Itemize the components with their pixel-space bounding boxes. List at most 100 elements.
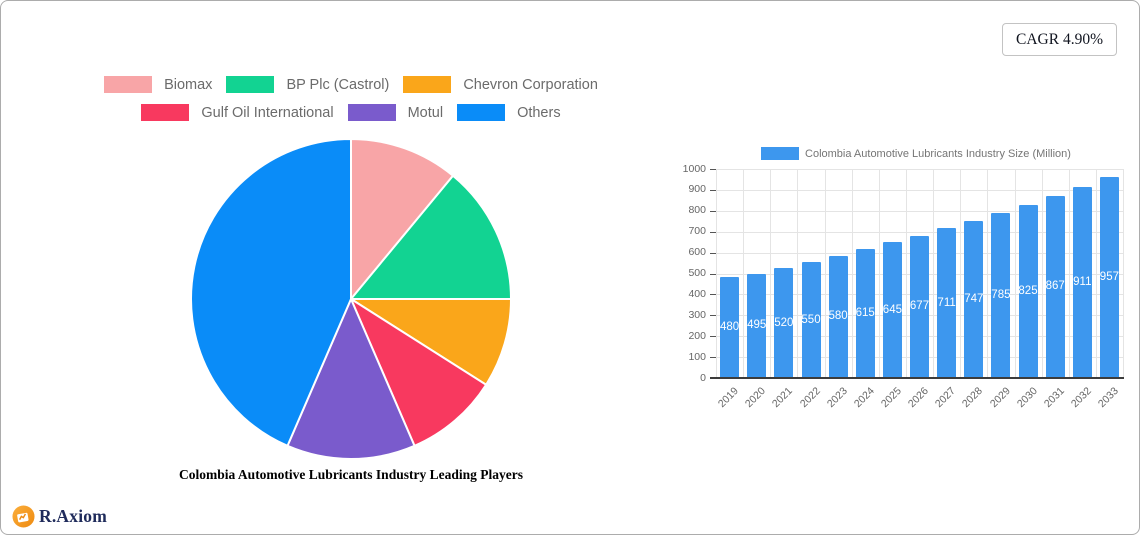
x-axis-label: 2030 <box>1014 385 1040 411</box>
bar-value-label: 711 <box>937 296 956 309</box>
legend-item-chevron-corporation[interactable]: Chevron Corporation <box>403 76 598 93</box>
gridline-horizontal <box>716 210 1123 212</box>
y-axis-label: 300 <box>688 308 706 321</box>
x-axis-label: 2025 <box>878 385 904 411</box>
y-axis-label: 200 <box>688 329 706 342</box>
pie-chart-title: Colombia Automotive Lubricants Industry … <box>179 467 523 482</box>
x-axis-label: 2033 <box>1095 385 1121 411</box>
bar-2026[interactable]: 677 <box>909 235 930 377</box>
bar-2028[interactable]: 747 <box>964 220 984 377</box>
legend-item-others[interactable]: Others <box>457 104 561 121</box>
bar-legend[interactable]: Colombia Automotive Lubricants Industry … <box>701 147 1131 160</box>
y-axis-tick <box>710 169 716 170</box>
bar-2030[interactable]: 825 <box>1018 204 1038 377</box>
y-axis-tick <box>710 315 716 317</box>
bar-2027[interactable]: 711 <box>937 228 957 377</box>
x-axis-label: 2022 <box>797 385 823 411</box>
legend-swatch <box>457 104 506 121</box>
bar-2020[interactable]: 495 <box>747 273 767 377</box>
x-axis-label: 2020 <box>743 385 769 411</box>
y-axis-label: 400 <box>688 287 706 300</box>
bar-value-label: 747 <box>964 292 984 305</box>
legend-item-motul[interactable]: Motul <box>347 104 443 121</box>
gridline-vertical <box>1123 169 1124 378</box>
y-axis-tick <box>710 273 716 275</box>
bar-value-label: 911 <box>1073 275 1092 288</box>
x-axis-label: 2019 <box>716 385 742 411</box>
bar-legend-swatch <box>761 147 800 160</box>
x-axis-line <box>710 377 1124 379</box>
bar-value-label: 785 <box>991 288 1011 301</box>
x-axis-label: 2029 <box>987 385 1013 411</box>
y-axis-tick <box>710 336 716 338</box>
legend-item-biomax[interactable]: Biomax <box>104 76 212 93</box>
bar-value-label: 677 <box>909 300 930 313</box>
bar-value-label: 645 <box>882 303 902 316</box>
pie-legend: Biomax BP Plc (Castrol) Chevron Corporatio… <box>61 76 641 121</box>
bar-2025[interactable]: 645 <box>883 242 902 377</box>
legend-label: Chevron Corporation <box>463 76 598 93</box>
legend-swatch <box>104 76 153 93</box>
y-axis-label: 900 <box>688 183 706 196</box>
bar-value-label: 495 <box>747 319 767 332</box>
x-axis-label: 2027 <box>933 385 959 411</box>
legend-row: Gulf Oil International Motul Others <box>61 104 641 121</box>
x-axis-label: 2026 <box>905 385 931 411</box>
y-axis-tick <box>710 378 716 379</box>
y-axis-label: 100 <box>688 350 706 363</box>
cagr-badge[interactable]: CAGR 4.90% <box>1002 23 1117 56</box>
bar-value-label: 520 <box>774 316 794 329</box>
gridline-horizontal <box>716 189 1123 191</box>
bar-2031[interactable]: 867 <box>1046 195 1065 377</box>
y-axis-label: 1000 <box>682 162 706 175</box>
y-axis-tick <box>710 189 716 191</box>
y-axis-label: 0 <box>700 371 706 384</box>
pie-slice-gulf-oil-international[interactable] <box>350 298 488 447</box>
bar-value-label: 550 <box>801 313 821 326</box>
legend-label: Gulf Oil International <box>201 104 334 121</box>
y-axis-label: 500 <box>688 267 706 279</box>
pie-slice-motul[interactable] <box>286 298 416 460</box>
bar-value-label: 825 <box>1018 284 1038 297</box>
y-axis-label: 700 <box>688 225 706 238</box>
y-axis-tick <box>710 231 716 233</box>
bar-2023[interactable]: 580 <box>828 255 848 377</box>
bar-2022[interactable]: 550 <box>801 262 821 377</box>
pie-slice-chevron-corporation[interactable] <box>350 298 512 386</box>
bar-2021[interactable]: 520 <box>774 268 793 377</box>
brand-name: R.Axiom <box>39 506 107 526</box>
pie-slice-bp-plc-castrol-[interactable] <box>350 174 512 300</box>
bar-chart: 0 100 200 300 400 500 600 700 800 900 1000 480 495 52… <box>683 163 1124 410</box>
bar-value-label: 580 <box>828 310 848 323</box>
legend-row: Biomax BP Plc (Castrol) Chevron Corporatio… <box>61 76 641 93</box>
y-axis-tick <box>710 294 716 296</box>
legend-swatch <box>403 76 452 93</box>
pie-slice-others[interactable] <box>190 138 352 447</box>
legend-item-bp-plc-castrol-[interactable]: BP Plc (Castrol) <box>226 76 389 93</box>
y-axis-tick <box>710 252 716 254</box>
bar-legend-label: Colombia Automotive Lubricants Industry … <box>805 147 1071 160</box>
brand-logo: R.Axiom <box>12 505 107 528</box>
x-axis-label: 2032 <box>1068 385 1094 411</box>
bar-2032[interactable]: 911 <box>1072 186 1092 377</box>
legend-swatch <box>347 104 396 121</box>
legend-label: Others <box>517 104 561 121</box>
bar-2019[interactable]: 480 <box>720 276 739 377</box>
y-axis-label: 600 <box>688 246 706 259</box>
bar-2033[interactable]: 957 <box>1100 177 1119 377</box>
bar-value-label: 615 <box>855 306 875 319</box>
bar-2024[interactable]: 615 <box>855 248 875 377</box>
gridline-horizontal <box>716 231 1123 233</box>
x-axis-label: 2021 <box>770 385 796 411</box>
legend-label: BP Plc (Castrol) <box>286 76 390 93</box>
bar-2029[interactable]: 785 <box>991 212 1011 377</box>
bar-value-label: 957 <box>1099 271 1119 283</box>
brand-chart-icon <box>12 505 35 528</box>
pie-slice-biomax[interactable] <box>350 138 454 300</box>
y-axis-tick <box>710 357 716 359</box>
x-axis-label: 2024 <box>851 385 877 411</box>
gridline-horizontal <box>716 169 1123 170</box>
y-axis-tick <box>710 210 716 212</box>
pie-chart <box>190 138 512 460</box>
legend-item-gulf-oil-international[interactable]: Gulf Oil International <box>141 104 334 121</box>
